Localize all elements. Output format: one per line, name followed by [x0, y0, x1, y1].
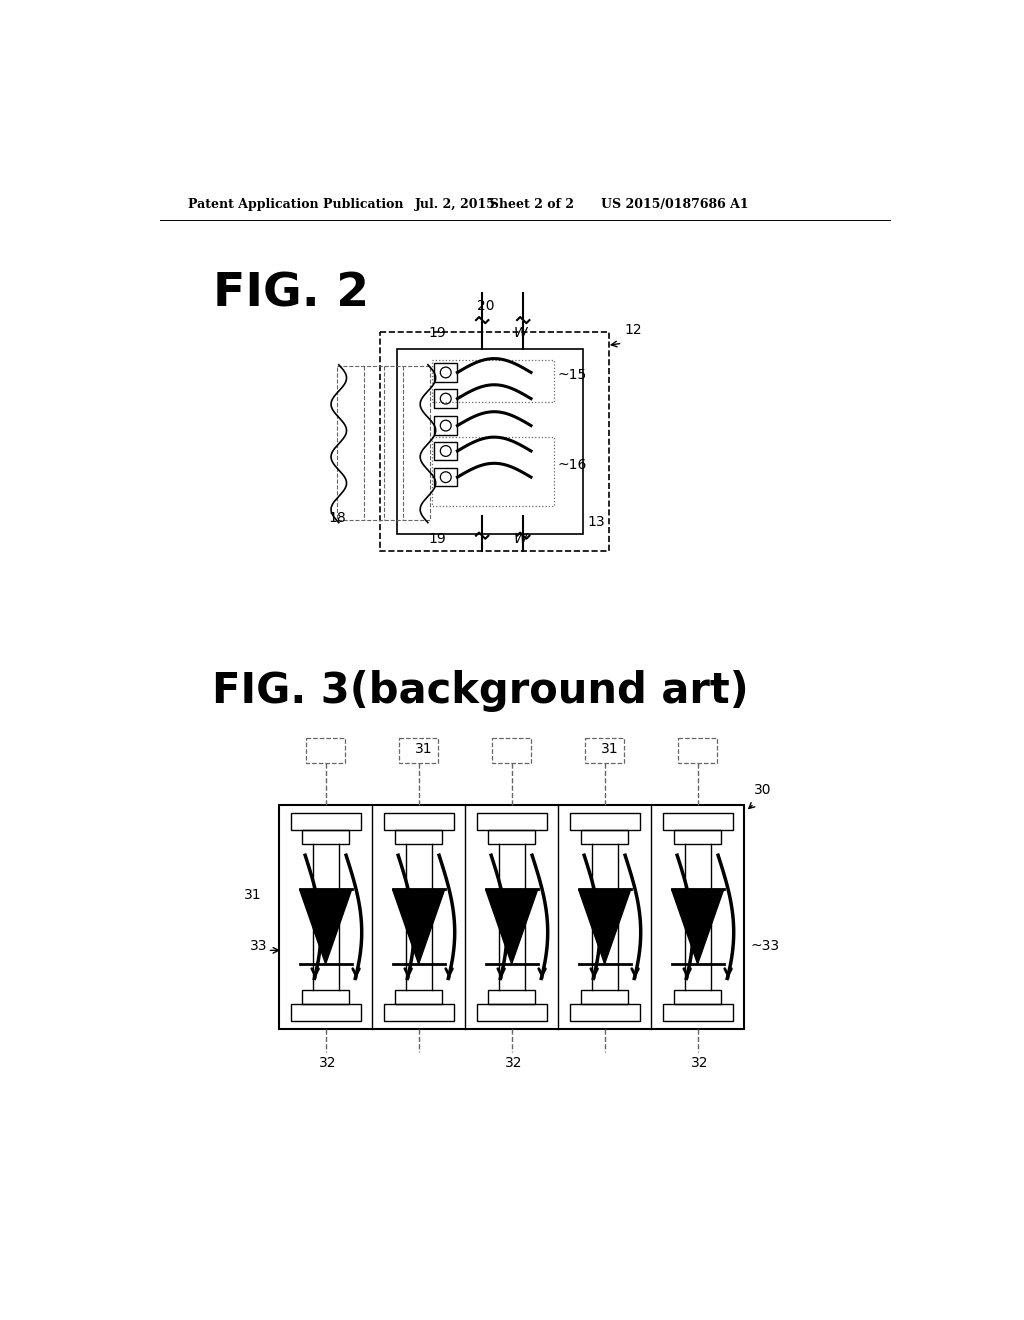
Bar [488, 990, 535, 1003]
Bar [582, 990, 628, 1003]
Polygon shape [485, 890, 538, 964]
Text: FIG. 2: FIG. 2 [213, 272, 370, 317]
Bar [302, 830, 349, 843]
Polygon shape [300, 890, 351, 964]
Text: 31: 31 [245, 888, 262, 902]
Bar [569, 1003, 640, 1020]
Text: ~16: ~16 [557, 458, 587, 473]
Text: 32: 32 [506, 1056, 523, 1071]
Bar [663, 1003, 732, 1020]
Text: Sheet 2 of 2: Sheet 2 of 2 [480, 198, 573, 211]
Text: 19: 19 [429, 532, 446, 546]
Text: 19: 19 [429, 326, 446, 341]
Text: ~15: ~15 [557, 368, 587, 381]
Text: ~33: ~33 [751, 940, 779, 953]
Bar [675, 830, 721, 843]
Text: Patent Application Publication: Patent Application Publication [188, 198, 403, 211]
Bar [477, 1003, 547, 1020]
Bar [493, 738, 531, 763]
Bar [434, 442, 458, 461]
Bar [397, 350, 583, 535]
Text: Jul. 2, 2015: Jul. 2, 2015 [415, 198, 496, 211]
Bar [434, 389, 458, 408]
Bar [488, 830, 535, 843]
Bar [434, 416, 458, 434]
Polygon shape [672, 890, 724, 964]
Bar [477, 813, 547, 830]
Text: 18: 18 [328, 511, 346, 525]
Bar [434, 363, 458, 381]
Text: 13: 13 [588, 516, 605, 529]
Bar [380, 331, 608, 552]
Bar [582, 830, 628, 843]
Bar [675, 990, 721, 1003]
Text: 32: 32 [691, 1056, 709, 1071]
Bar [291, 1003, 360, 1020]
Bar [663, 813, 732, 830]
Polygon shape [392, 890, 444, 964]
Polygon shape [579, 890, 631, 964]
Bar [569, 813, 640, 830]
Text: FIG. 3(background art): FIG. 3(background art) [212, 671, 749, 713]
Text: W: W [514, 532, 527, 546]
Bar [434, 469, 458, 487]
Bar [432, 360, 554, 403]
Bar [384, 813, 454, 830]
Text: 31: 31 [415, 742, 432, 756]
Bar [302, 990, 349, 1003]
Text: US 2015/0187686 A1: US 2015/0187686 A1 [601, 198, 749, 211]
Text: 12: 12 [624, 323, 642, 337]
Bar [395, 990, 442, 1003]
Bar [291, 813, 360, 830]
Bar [399, 738, 438, 763]
Bar [678, 738, 717, 763]
Text: W: W [514, 326, 527, 341]
Bar [337, 367, 430, 520]
Bar [432, 437, 554, 507]
Bar [384, 1003, 454, 1020]
Bar [585, 738, 625, 763]
Text: 33: 33 [250, 940, 267, 953]
Text: 31: 31 [601, 742, 618, 756]
Text: 20: 20 [477, 300, 495, 313]
Bar [280, 805, 744, 1028]
Bar [306, 738, 345, 763]
Text: 32: 32 [319, 1056, 337, 1071]
Bar [395, 830, 442, 843]
Text: 30: 30 [755, 783, 772, 797]
